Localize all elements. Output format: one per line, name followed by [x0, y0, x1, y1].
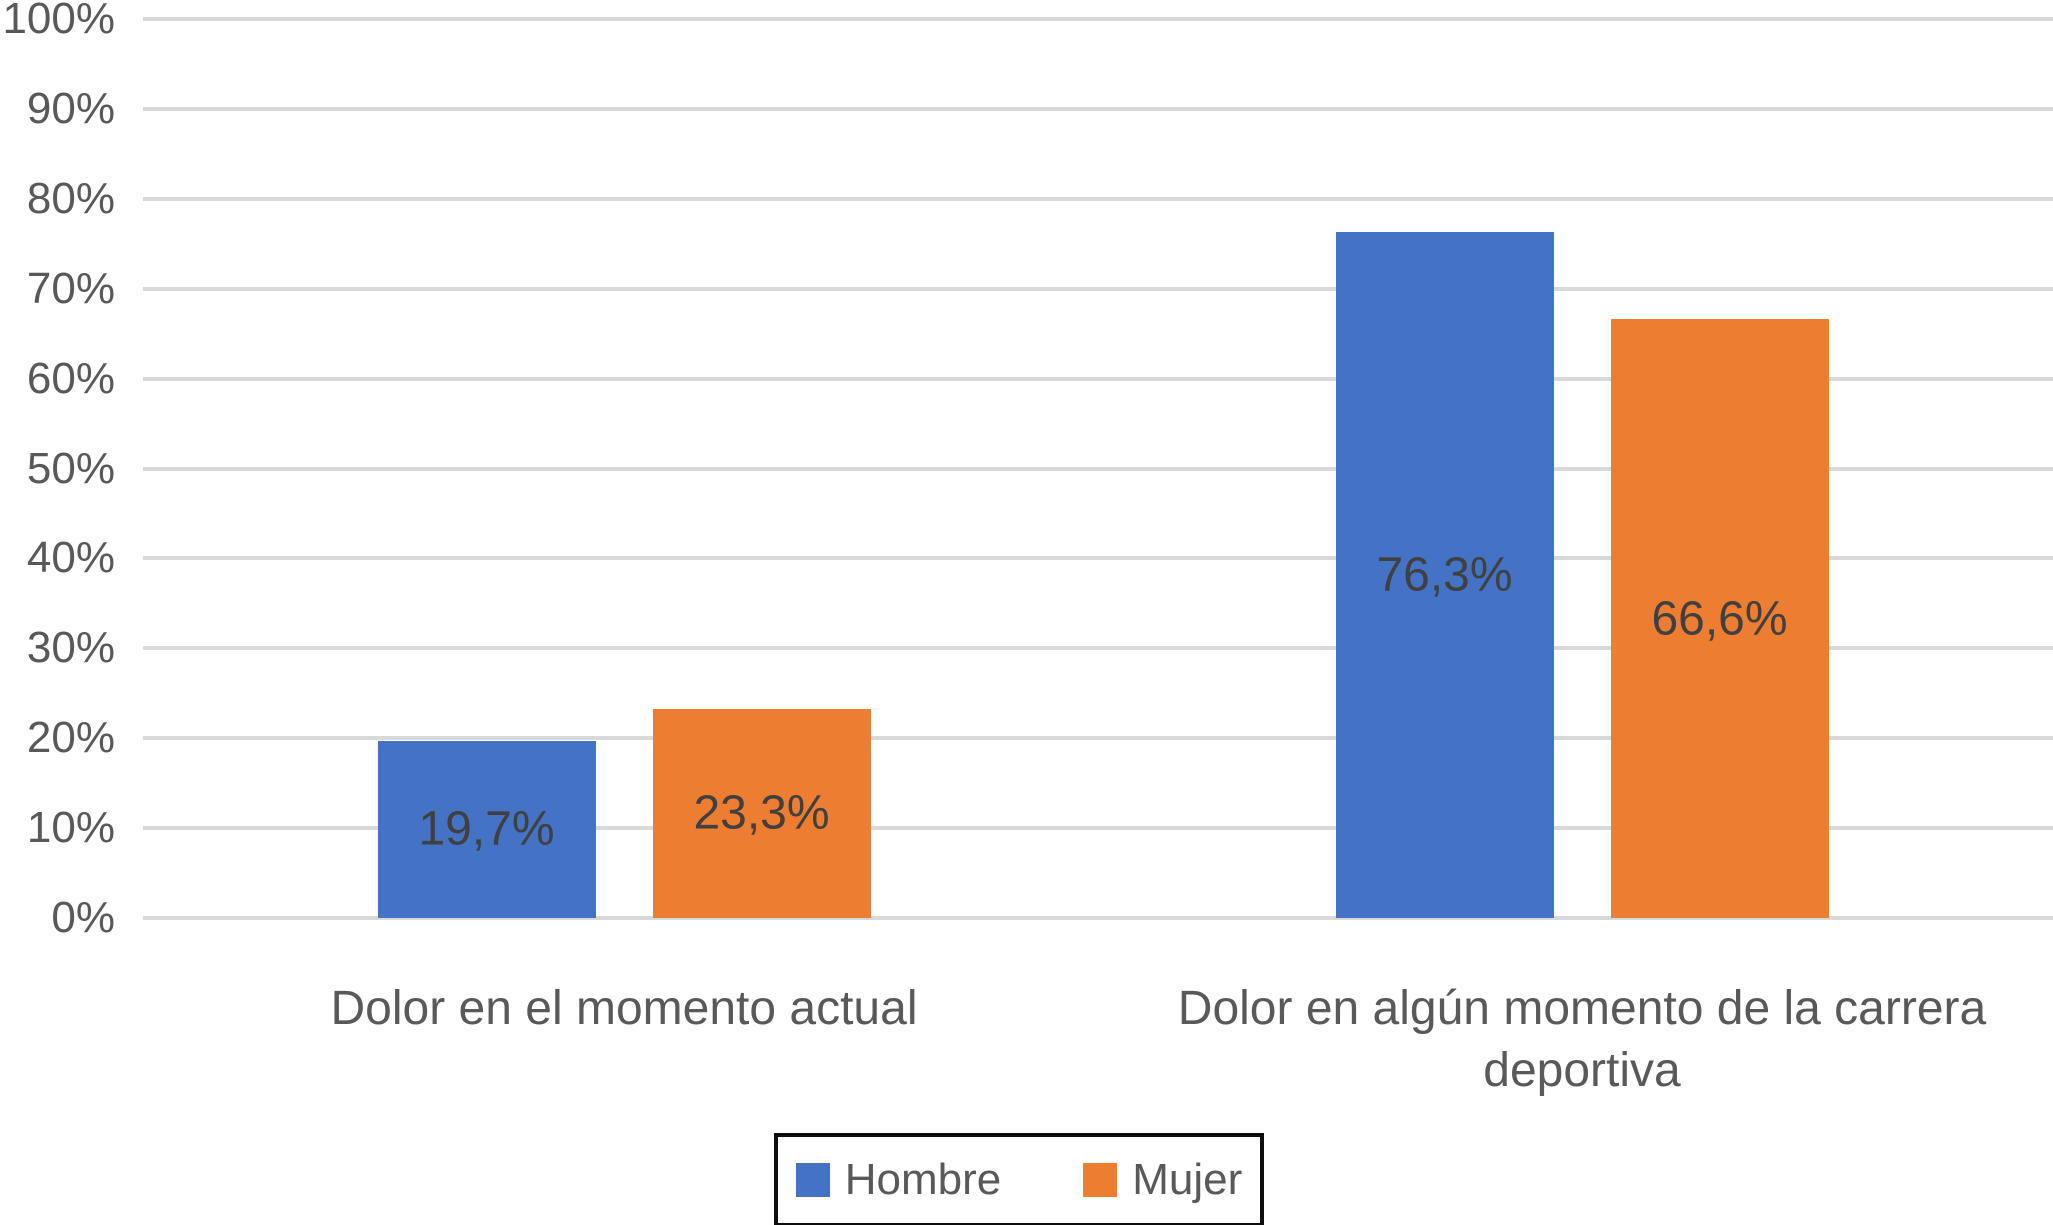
bar-mujer-0: 23,3% [652, 708, 871, 918]
gridline-60 [143, 376, 2053, 381]
gridline-80 [143, 196, 2053, 201]
y-tick-label-100: 100% [2, 0, 115, 43]
y-tick-label-10: 10% [26, 803, 115, 853]
category-label-1: Dolor en algún momento de la carrera dep… [1177, 982, 1987, 1097]
legend-item-mujer: Mujer [1083, 1155, 1242, 1205]
legend-swatch-mujer [1083, 1163, 1118, 1197]
gridline-70 [143, 286, 2053, 291]
gridline-50 [143, 466, 2053, 471]
legend: Hombre Mujer [774, 1133, 1264, 1225]
gridline-90 [143, 106, 2053, 111]
y-tick-label-20: 20% [26, 713, 115, 763]
y-tick-label-70: 70% [26, 263, 115, 313]
bar-value-label-mujer-0: 23,3% [693, 786, 830, 840]
gridline-10 [143, 826, 2053, 831]
gridline-0 [143, 916, 2053, 920]
y-tick-label-90: 90% [26, 83, 115, 133]
legend-label-hombre: Hombre [844, 1155, 1002, 1204]
category-label-0: Dolor en el momento actual [330, 982, 918, 1035]
y-tick-label-30: 30% [26, 623, 115, 673]
legend-swatch-hombre [795, 1163, 830, 1197]
gridline-20 [143, 736, 2053, 741]
bar-value-label-hombre-1: 76,3% [1376, 548, 1513, 602]
bar-hombre-1: 76,3% [1335, 232, 1554, 918]
gridline-40 [143, 556, 2053, 561]
bar-mujer-1: 66,6% [1610, 319, 1829, 918]
gridline-30 [143, 646, 2053, 651]
bar-value-label-hombre-0: 19,7% [418, 802, 555, 856]
legend-item-hombre: Hombre [795, 1155, 1002, 1205]
y-tick-label-80: 80% [26, 173, 115, 223]
gridline-100 [143, 17, 2053, 21]
y-tick-label-50: 50% [26, 443, 115, 493]
y-tick-label-0: 0% [51, 893, 115, 942]
bar-hombre-0: 19,7% [377, 740, 596, 918]
y-tick-label-60: 60% [26, 353, 115, 403]
y-tick-label-40: 40% [26, 533, 115, 583]
legend-label-mujer: Mujer [1132, 1155, 1243, 1204]
bar-value-label-mujer-1: 66,6% [1651, 592, 1788, 646]
